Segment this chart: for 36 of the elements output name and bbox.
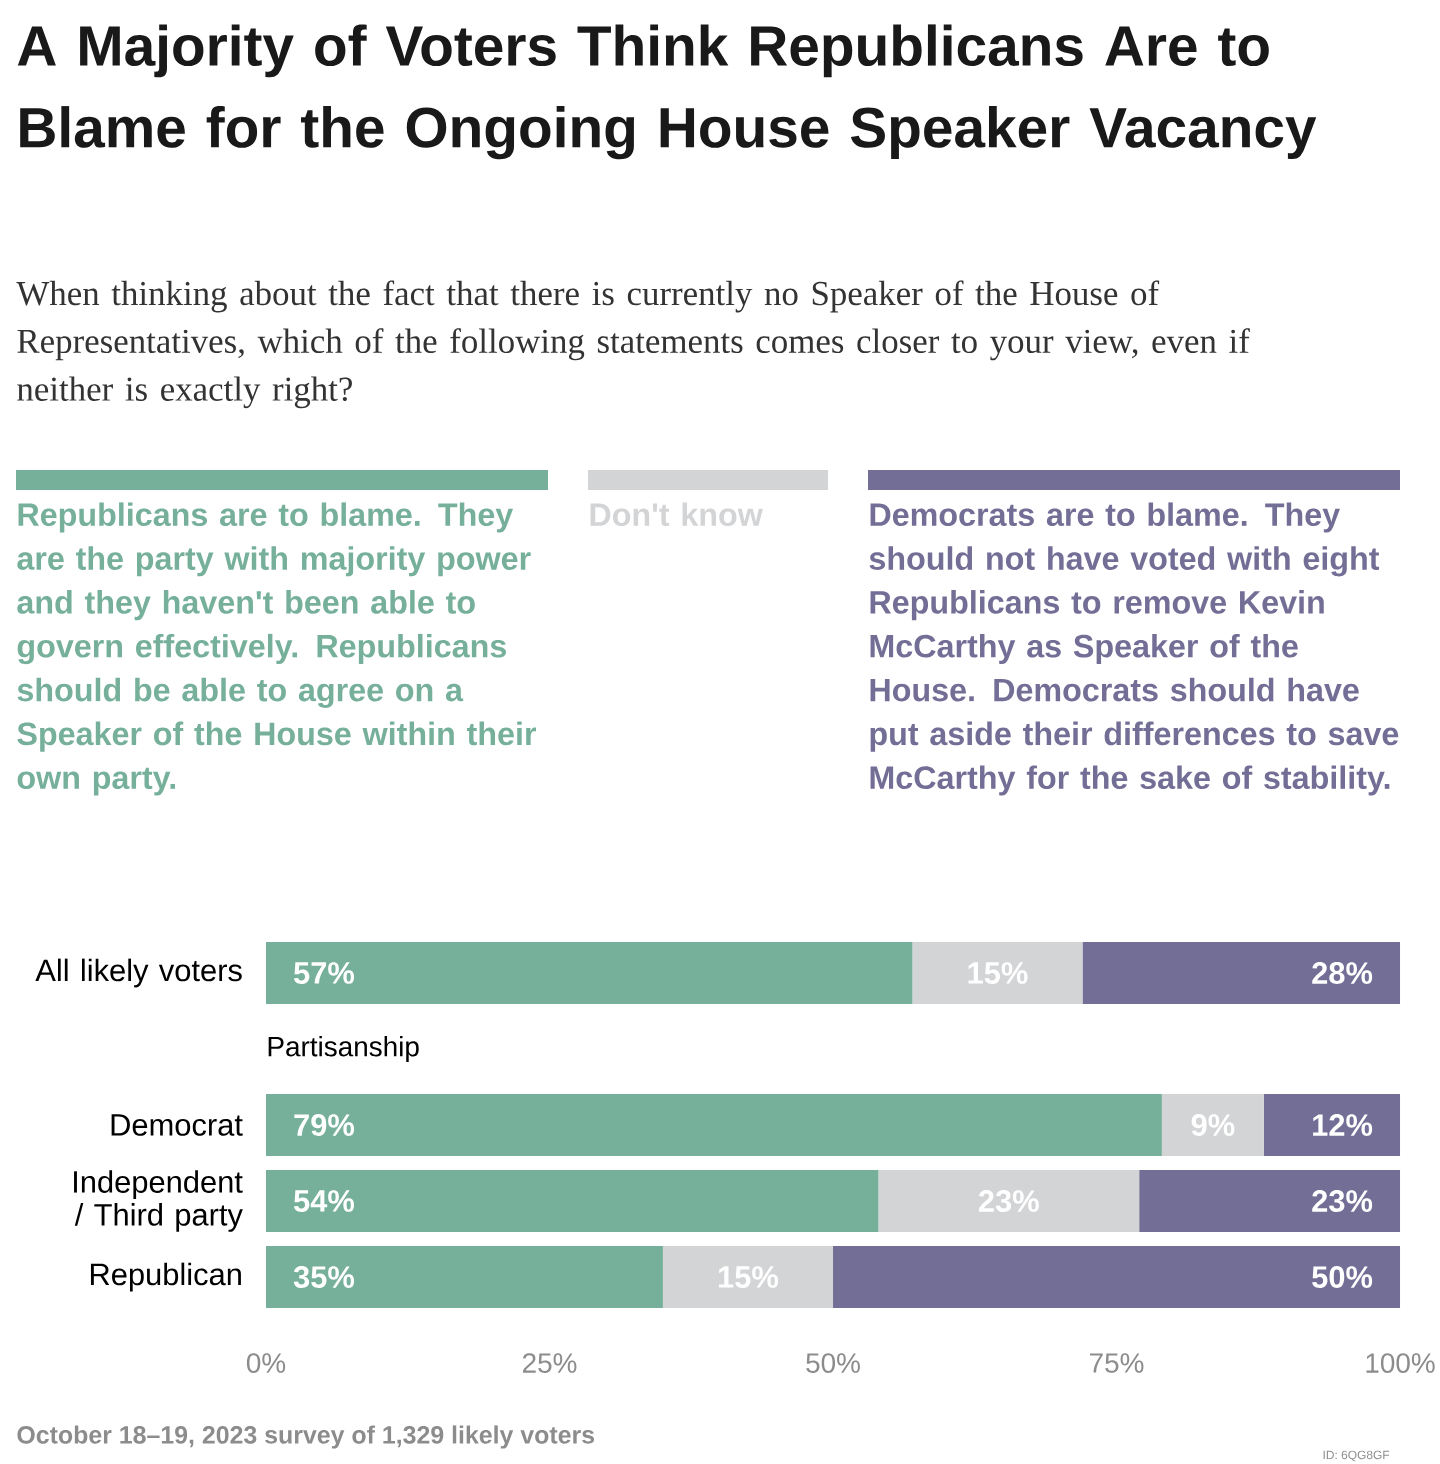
chart-title: A Majority of Voters Think Republicans Are to Blame for the Ongoing House Speaker Vacancy <box>17 24 1317 160</box>
bar <box>1082 942 1401 1005</box>
y-tick-label: Democrat <box>111 1114 243 1136</box>
data-label: 79% <box>294 1114 355 1136</box>
y-tick-label: All likely voters <box>35 958 242 988</box>
data-label: 28% <box>1312 962 1373 984</box>
data-label: 12% <box>1313 1114 1373 1136</box>
bar <box>266 1246 663 1309</box>
data-label: 35% <box>293 1266 355 1288</box>
chart-subtitle: When thinking about the fact that there is currently no Speaker of the House of Representatives, which of the following statements comes closer to your view, even if neither is exactly right? <box>16 280 1250 409</box>
bar <box>266 1170 879 1233</box>
data-label: 50% <box>1312 1266 1373 1288</box>
bar <box>1161 1094 1264 1157</box>
bar <box>833 1246 1401 1309</box>
data-label: 54% <box>293 1190 355 1212</box>
y-tick-label: Independent / Third party <box>74 1170 243 1232</box>
bar <box>266 1094 1162 1157</box>
bar <box>878 1170 1140 1233</box>
x-tick-label: 50% <box>806 1353 860 1373</box>
y-tick-label: Republican <box>90 1262 241 1292</box>
x-tick-label: 75% <box>1090 1353 1144 1373</box>
bar <box>912 942 1083 1005</box>
bar <box>662 1246 834 1309</box>
x-tick-label: 25% <box>522 1353 577 1373</box>
text: Democrats are to blame. They should not have voted with eight Republicans to remove Kevin McCarthy as Speaker of the House. Democrats should have put aside their differences to save McCarthy for the sake of stability. <box>869 502 1399 796</box>
bar <box>1139 1170 1401 1233</box>
x-tick-label: 0% <box>246 1353 286 1373</box>
annotation: Partisanship <box>268 1036 419 1063</box>
data-label: 57% <box>293 962 355 984</box>
bar <box>266 942 913 1005</box>
text: Republicans are to blame. They are the party with majority power and they haven't been able to govern effectively. Republicans should be able to agree on a Speaker of the House within their own party. <box>17 502 537 796</box>
text: October 18–19, 2023 survey of 1,329 likely voters <box>17 1425 595 1449</box>
x-tick-label: 100% <box>1366 1353 1435 1373</box>
data-label: 23% <box>1312 1190 1373 1212</box>
bar <box>1263 1094 1401 1157</box>
text: ID: 6QG8GF <box>1323 1450 1390 1462</box>
